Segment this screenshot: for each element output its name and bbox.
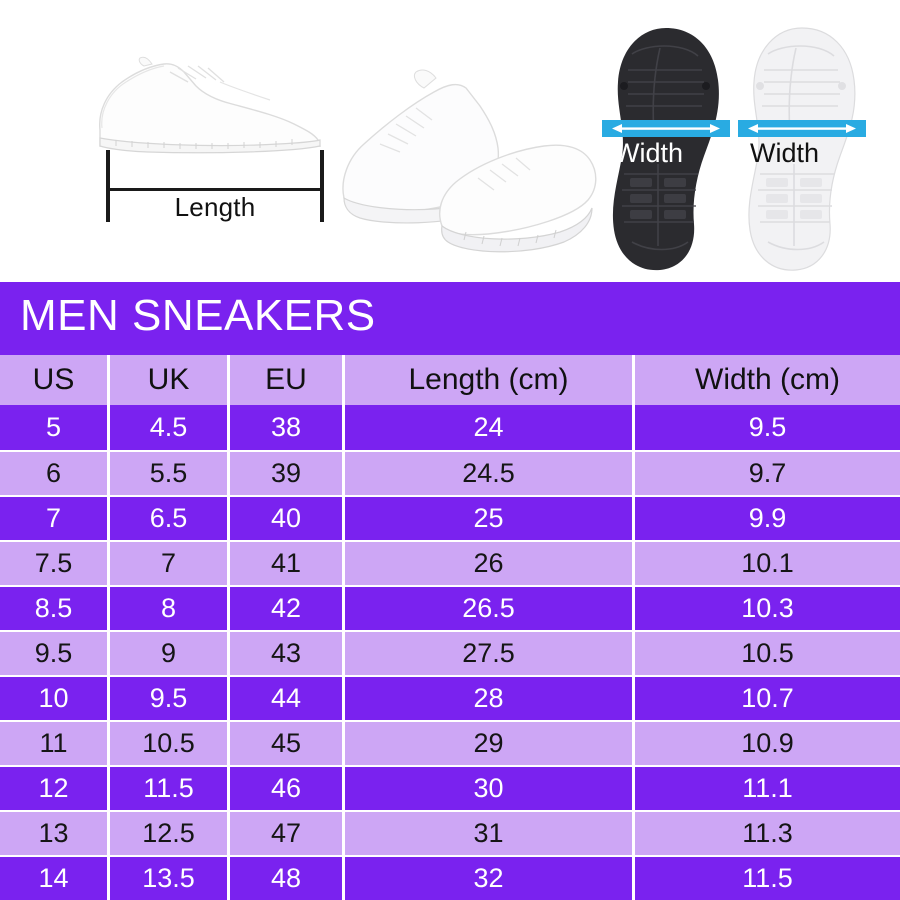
width-label-light: Width [750,138,820,168]
cell-wid: 9.5 [748,412,787,442]
cell-us: 9.5 [0,632,110,675]
cell-eu: 40 [230,497,345,540]
cell-wid: 10.7 [741,683,794,713]
cell-wid: 9.7 [748,458,787,488]
cell-wid: 11.5 [742,863,793,893]
table-row: 11 10.5 45 29 10.9 [0,720,900,765]
cell-us: 6 [0,452,110,495]
cell-us: 14 [0,857,110,900]
cell-len: 29 [345,722,635,765]
table-row: 5 4.5 38 24 9.5 [0,405,900,450]
cell-len: 32 [345,857,635,900]
cell-uk: 9 [110,632,230,675]
cell-len: 31 [345,812,635,855]
cell-eu: 39 [230,452,345,495]
cell-len: 27.5 [345,632,635,675]
table-row: 6 5.5 39 24.5 9.7 [0,450,900,495]
table-row: 7.5 7 41 26 10.1 [0,540,900,585]
cell-eu: 44 [230,677,345,720]
length-measure-bracket [106,150,324,222]
column-header-us: US [0,355,110,405]
cell-len: 26.5 [345,587,635,630]
cell-len: 25 [345,497,635,540]
cell-wid: 10.5 [741,638,794,668]
cell-wid: 11.3 [742,818,793,848]
shoe-sole-light-icon [738,24,866,274]
table-header-row: US UK EU Length (cm) Width (cm) [0,355,900,405]
cell-uk: 4.5 [110,405,230,450]
column-header-uk: UK [110,355,230,405]
cell-us: 7 [0,497,110,540]
cell-eu: 41 [230,542,345,585]
page-title: MEN SNEAKERS [20,291,376,340]
cell-us: 7.5 [0,542,110,585]
cell-wid: 9.9 [748,503,787,533]
cell-eu: 42 [230,587,345,630]
shoe-sole-dark-icon [602,24,730,274]
cell-eu: 45 [230,722,345,765]
cell-uk: 8 [110,587,230,630]
shoe-soles-group: Width Width [598,24,888,274]
cell-wid: 10.9 [741,728,794,758]
size-chart-table: US UK EU Length (cm) Width (cm) 5 4.5 38 24… [0,355,900,900]
table-row: 10 9.5 44 28 10.7 [0,675,900,720]
cell-uk: 9.5 [110,677,230,720]
sneaker-pair-icon [338,48,608,260]
column-header-width: Width (cm) [695,363,840,396]
length-label: Length [174,192,256,222]
cell-us: 8.5 [0,587,110,630]
cell-us: 10 [0,677,110,720]
cell-len: 24.5 [345,452,635,495]
cell-uk: 11.5 [110,767,230,810]
cell-len: 26 [345,542,635,585]
cell-us: 11 [0,722,110,765]
cell-us: 12 [0,767,110,810]
cell-us: 13 [0,812,110,855]
table-row: 7 6.5 40 25 9.9 [0,495,900,540]
cell-len: 28 [345,677,635,720]
cell-eu: 47 [230,812,345,855]
cell-wid: 10.1 [741,548,794,578]
bracket-bar [106,188,324,191]
cell-eu: 46 [230,767,345,810]
cell-wid: 10.3 [741,593,794,623]
table-row: 9.5 9 43 27.5 10.5 [0,630,900,675]
title-bar [0,282,900,355]
cell-uk: 6.5 [110,497,230,540]
table-row: 14 13.5 48 32 11.5 [0,855,900,900]
cell-uk: 13.5 [110,857,230,900]
cell-eu: 48 [230,857,345,900]
cell-eu: 38 [230,405,345,450]
width-arrow-dark-icon [602,120,730,137]
cell-uk: 10.5 [110,722,230,765]
column-header-length: Length (cm) [345,355,635,405]
column-header-eu: EU [230,355,345,405]
cell-wid: 11.1 [742,773,793,803]
product-photo-band: Length [0,0,900,282]
width-label-dark: Width [614,138,684,168]
table-row: 8.5 8 42 26.5 10.3 [0,585,900,630]
table-row: 12 11.5 46 30 11.1 [0,765,900,810]
bracket-tick-right [320,150,324,222]
table-row: 13 12.5 47 31 11.3 [0,810,900,855]
cell-uk: 12.5 [110,812,230,855]
cell-uk: 5.5 [110,452,230,495]
cell-us: 5 [0,405,110,450]
sneaker-side-view-icon [92,42,332,162]
cell-len: 24 [345,405,635,450]
cell-eu: 43 [230,632,345,675]
width-arrow-light-icon [738,120,866,137]
bracket-tick-left [106,150,110,222]
cell-uk: 7 [110,542,230,585]
cell-len: 30 [345,767,635,810]
